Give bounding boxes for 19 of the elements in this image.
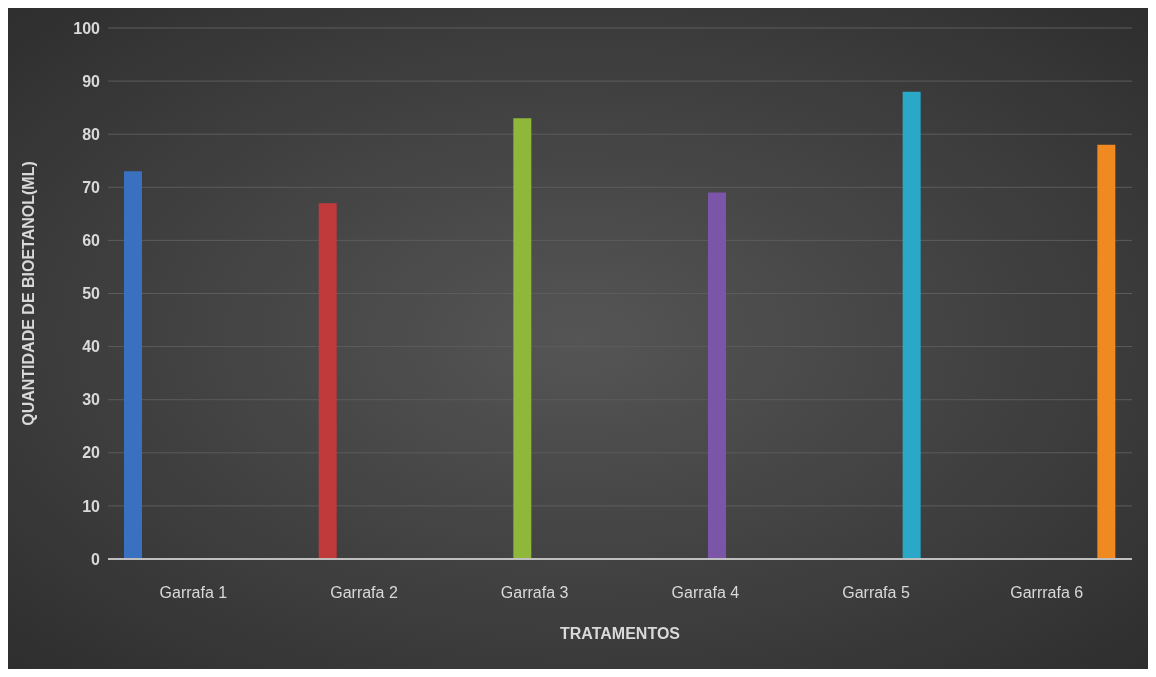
y-tick-label: 70 [82, 178, 101, 196]
x-tick-label: Garrafa 1 [159, 584, 228, 602]
y-tick-label: 80 [82, 125, 101, 143]
x-tick-label: Garrafa 5 [842, 584, 910, 602]
y-tick-label: 40 [82, 338, 101, 356]
y-tick-label: 90 [82, 72, 101, 90]
y-tick-label: 30 [82, 391, 101, 409]
x-tick-label: Garrafa 2 [330, 584, 398, 602]
y-axis-title: QUANTIDADE DE BIOETANOL(ML) [19, 161, 37, 426]
y-tick-label: 50 [82, 285, 101, 303]
x-tick-label: Garrafa 4 [671, 584, 740, 602]
x-tick-label: Garrafa 3 [500, 584, 569, 602]
y-tick-label: 100 [73, 19, 101, 37]
y-tick-label: 60 [82, 232, 101, 250]
x-axis-title: TRATAMENTOS [560, 625, 681, 642]
y-tick-label: 20 [82, 444, 101, 462]
x-tick-label: Garrrafa 6 [1010, 584, 1084, 602]
y-tick-label: 0 [91, 550, 101, 568]
y-tick-label: 10 [82, 497, 101, 515]
